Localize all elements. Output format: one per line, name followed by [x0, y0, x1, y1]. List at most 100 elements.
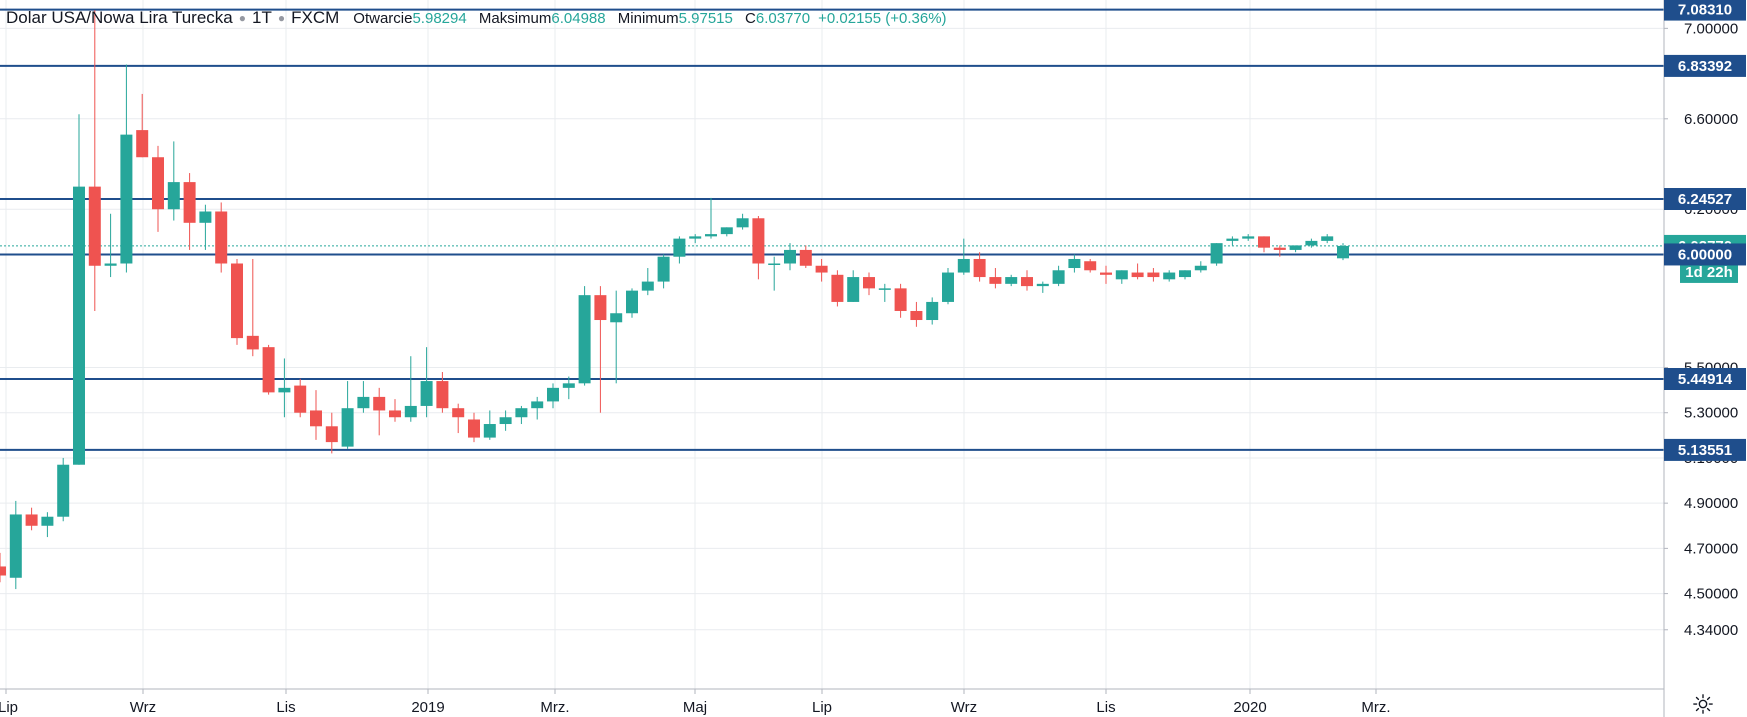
candle[interactable] [373, 387, 386, 436]
candle[interactable] [294, 378, 307, 418]
candle[interactable] [831, 270, 844, 307]
candle[interactable] [104, 213, 117, 278]
candle[interactable] [1179, 270, 1191, 280]
candle[interactable] [1337, 243, 1349, 261]
candle[interactable] [1305, 238, 1318, 248]
candle[interactable] [720, 227, 733, 237]
candle[interactable] [0, 552, 6, 583]
candle[interactable] [815, 258, 828, 282]
candle[interactable] [420, 347, 433, 418]
candle[interactable] [515, 405, 528, 425]
candle[interactable] [673, 236, 686, 264]
candle[interactable] [325, 412, 338, 454]
candle[interactable] [1321, 234, 1334, 244]
candle[interactable] [1100, 265, 1112, 284]
candle[interactable] [452, 403, 465, 434]
candle[interactable] [973, 252, 986, 282]
candle[interactable] [120, 64, 133, 273]
candle[interactable] [1273, 245, 1286, 257]
candle[interactable] [878, 283, 891, 302]
candle[interactable] [562, 376, 575, 400]
candle[interactable] [1258, 236, 1270, 253]
symbol-title[interactable]: Dolar USA/Nowa Lira Turecka [6, 8, 233, 27]
candle[interactable] [784, 243, 796, 271]
candle[interactable] [847, 270, 860, 302]
price-level-badge: 5.44914 [1664, 368, 1746, 390]
candle[interactable] [641, 268, 654, 296]
candle[interactable] [136, 93, 149, 158]
candle[interactable] [594, 286, 607, 413]
exchange-label: FXCM [291, 8, 340, 27]
candle[interactable] [73, 114, 85, 465]
candle[interactable] [1131, 263, 1144, 280]
candle[interactable] [246, 258, 259, 357]
candle[interactable] [1289, 245, 1302, 253]
candle[interactable] [942, 268, 954, 305]
candle[interactable] [483, 410, 496, 440]
candle-body [705, 234, 717, 237]
candle[interactable] [278, 358, 291, 418]
candle[interactable] [152, 145, 164, 232]
candle[interactable] [357, 381, 370, 413]
candle[interactable] [1115, 270, 1128, 284]
candle[interactable] [310, 390, 322, 440]
candle[interactable] [610, 290, 623, 384]
candle[interactable] [1242, 234, 1255, 241]
candle[interactable] [25, 507, 38, 531]
candle[interactable] [626, 288, 638, 318]
candle[interactable] [768, 256, 781, 291]
candle[interactable] [88, 10, 101, 311]
candle[interactable] [231, 258, 243, 345]
candle[interactable] [799, 245, 812, 269]
time-tick-label: Wrz [951, 699, 977, 716]
candle[interactable] [404, 356, 417, 422]
candle[interactable] [989, 268, 1002, 289]
candle[interactable] [689, 234, 702, 244]
candle[interactable] [736, 213, 749, 230]
candle[interactable] [262, 344, 275, 395]
candle[interactable] [1210, 243, 1223, 266]
candle[interactable] [578, 286, 591, 386]
candle[interactable] [657, 254, 670, 289]
candle[interactable] [1084, 258, 1097, 273]
candle[interactable] [183, 173, 196, 250]
time-axis[interactable]: Lip Wrz Lis 2019 Mrz. Maj Lip Wrz Lis 2020 Mrz. [0, 689, 1391, 716]
candle[interactable] [167, 141, 180, 221]
candle[interactable] [341, 381, 354, 449]
candle[interactable] [705, 197, 717, 239]
candle[interactable] [499, 410, 512, 431]
candle[interactable] [1163, 270, 1176, 282]
candle[interactable] [1147, 268, 1160, 282]
candle[interactable] [547, 383, 559, 409]
candle[interactable] [57, 457, 70, 522]
candle[interactable] [1036, 281, 1049, 293]
candle[interactable] [199, 204, 212, 250]
candle[interactable] [215, 202, 228, 273]
candle[interactable] [926, 297, 939, 325]
candle[interactable] [41, 512, 54, 538]
candle[interactable] [1068, 254, 1081, 273]
candle[interactable] [531, 396, 544, 420]
candle-body [1337, 245, 1349, 259]
gear-icon[interactable] [1692, 693, 1714, 715]
price-axis[interactable]: 4.340004.500004.700004.900005.100005.300… [1664, 20, 1738, 639]
timeframe-label[interactable]: 1T [252, 8, 272, 27]
support-resistance-levels[interactable] [0, 8, 1664, 451]
candle[interactable] [863, 272, 875, 296]
candle[interactable] [1021, 270, 1033, 291]
candle[interactable] [1226, 236, 1239, 246]
candle[interactable] [468, 412, 480, 443]
candle-body [341, 408, 354, 447]
candle[interactable] [752, 216, 765, 280]
candle[interactable] [9, 500, 22, 590]
candle[interactable] [1005, 274, 1018, 287]
candle[interactable] [389, 399, 401, 422]
candle[interactable] [910, 301, 923, 327]
candles[interactable] [0, 10, 1349, 590]
candle[interactable] [1052, 265, 1065, 287]
candle[interactable] [436, 372, 449, 413]
candle[interactable] [894, 283, 907, 318]
candle[interactable] [1194, 261, 1207, 273]
candle[interactable] [957, 238, 970, 275]
